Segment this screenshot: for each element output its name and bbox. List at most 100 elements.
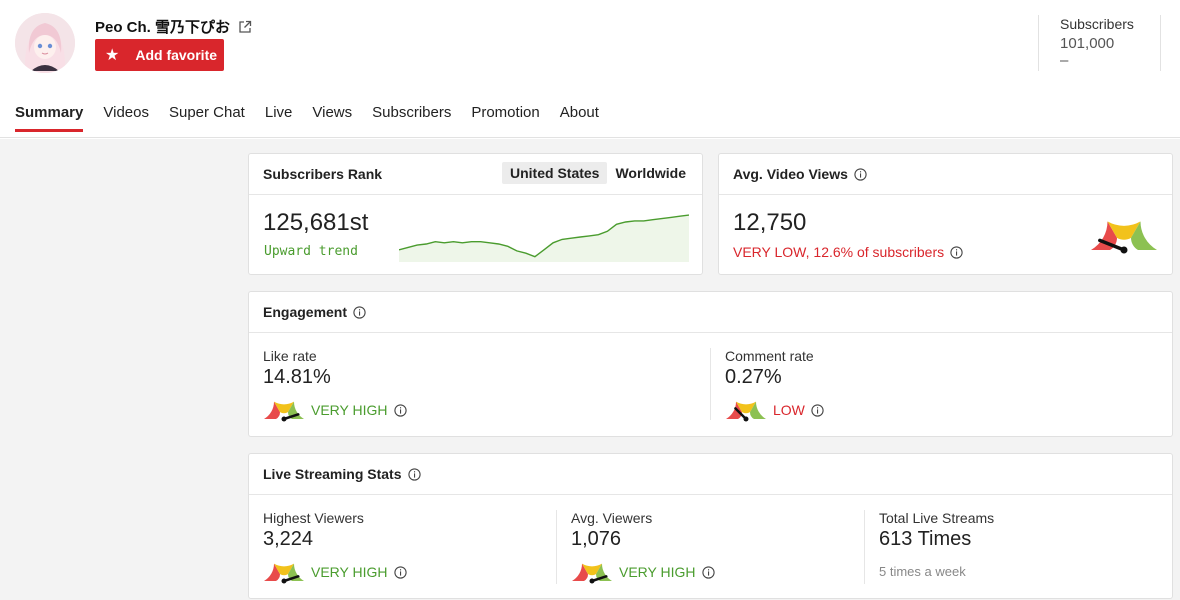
info-icon[interactable] xyxy=(950,245,963,259)
channel-avatar[interactable] xyxy=(15,13,75,73)
live-streaming-stats-header: Live Streaming Stats xyxy=(249,454,1172,495)
gauge-segment xyxy=(750,401,766,419)
engagement-card: Engagement Like rate 14.81% VERY HIGH Co… xyxy=(248,291,1173,437)
gauge-hub xyxy=(589,578,595,584)
comment-rate-label: Comment rate xyxy=(725,348,814,364)
comment-rate-value: 0.27% xyxy=(725,366,782,388)
live-stats-divider xyxy=(864,510,865,584)
subscribers-rank-header: Subscribers Rank United States Worldwide xyxy=(249,154,702,195)
gauge-segment xyxy=(736,401,756,414)
channel-header: Peo Ch. 雪乃下ぴお ★ Add favorite Subscribers… xyxy=(0,0,1180,138)
gauge-segment xyxy=(264,401,280,419)
subscribers-change: – xyxy=(1060,52,1069,69)
total-live-streams-frequency: 5 times a week xyxy=(879,564,966,579)
gauge-needle xyxy=(1098,238,1126,252)
channel-name-text[interactable]: Peo Ch. 雪乃下ぴお xyxy=(95,19,231,36)
avg-viewers-label: Avg. Viewers xyxy=(571,510,653,526)
subscribers-label: Subscribers xyxy=(1060,16,1134,32)
gauge-needle xyxy=(282,575,300,583)
rank-value: 125,681st xyxy=(263,209,369,236)
live-streaming-stats-card: Live Streaming Stats Highest Viewers 3,2… xyxy=(248,453,1173,599)
gauge-segment xyxy=(582,563,602,576)
gauge-hub xyxy=(281,578,287,584)
gauge-segment xyxy=(572,563,588,581)
like-rate-rating-row: VERY HIGH xyxy=(263,398,407,422)
summary-content: Subscribers Rank United States Worldwide… xyxy=(0,139,1180,600)
gauge-needle xyxy=(282,413,300,421)
gauge-hub xyxy=(1120,246,1128,254)
like-rate-rating: VERY HIGH xyxy=(311,402,388,418)
gauge-segment xyxy=(1131,221,1157,250)
gauge-segment xyxy=(726,401,742,419)
info-icon[interactable] xyxy=(701,565,715,579)
add-favorite-button[interactable]: ★ Add favorite xyxy=(95,39,224,71)
avg-video-views-rating: VERY LOW, 12.6% of subscribers xyxy=(733,244,945,260)
gauge-segment xyxy=(1107,221,1141,240)
total-live-streams-value: 613 Times xyxy=(879,528,972,550)
tab-summary[interactable]: Summary xyxy=(15,104,84,132)
nav-tabs: Summary Videos Super Chat Live Views Sub… xyxy=(15,104,599,132)
info-icon[interactable] xyxy=(393,403,407,417)
rank-sparkline-line xyxy=(399,214,689,258)
highest-viewers-rating: VERY HIGH xyxy=(311,564,388,580)
gauge-hub xyxy=(743,416,749,422)
like-rate-gauge xyxy=(264,401,304,422)
engagement-title: Engagement xyxy=(263,304,348,320)
gauge-hub xyxy=(281,416,287,422)
like-rate-label: Like rate xyxy=(263,348,317,364)
star-icon: ★ xyxy=(105,47,120,64)
engagement-header: Engagement xyxy=(249,292,1172,333)
avg-video-views-rating-row: VERY LOW, 12.6% of subscribers xyxy=(733,244,963,260)
avg-video-views-value: 12,750 xyxy=(733,209,807,236)
info-icon[interactable] xyxy=(393,565,407,579)
comment-rate-rating-row: LOW xyxy=(725,398,824,422)
subscribers-rank-card: Subscribers Rank United States Worldwide… xyxy=(248,153,703,275)
avg-video-views-card: Avg. Video Views 12,750 VERY LOW, 12.6% … xyxy=(718,153,1173,275)
gauge-segment xyxy=(596,563,612,581)
like-rate-value: 14.81% xyxy=(263,366,331,388)
highest-viewers-rating-row: VERY HIGH xyxy=(263,560,407,584)
subscribers-rank-title: Subscribers Rank xyxy=(263,166,383,182)
gauge-segment xyxy=(274,401,294,414)
tab-views[interactable]: Views xyxy=(312,104,353,121)
avg-viewers-gauge xyxy=(572,563,612,584)
add-favorite-label: Add favorite xyxy=(135,47,218,63)
region-toggle: United States Worldwide xyxy=(502,162,694,184)
tab-videos[interactable]: Videos xyxy=(103,104,149,121)
region-option-united-states[interactable]: United States xyxy=(502,162,608,184)
avg-video-views-header: Avg. Video Views xyxy=(719,154,1172,195)
highest-viewers-value: 3,224 xyxy=(263,528,314,550)
gauge-segment xyxy=(264,563,280,581)
tab-about[interactable]: About xyxy=(559,104,599,121)
tab-subscribers[interactable]: Subscribers xyxy=(372,104,452,121)
gauge-segment xyxy=(274,563,294,576)
live-stats-divider xyxy=(556,510,557,584)
subscribers-value: 101,000 xyxy=(1060,35,1115,52)
engagement-divider xyxy=(710,348,711,420)
info-icon[interactable] xyxy=(353,305,366,319)
avg-video-views-gauge xyxy=(1091,221,1157,254)
rank-trend: Upward trend xyxy=(264,244,358,259)
comment-rate-gauge xyxy=(726,401,766,422)
highest-viewers-label: Highest Viewers xyxy=(263,510,364,526)
highest-viewers-gauge xyxy=(264,563,304,584)
region-option-worldwide[interactable]: Worldwide xyxy=(615,165,686,181)
gauge-segment xyxy=(288,563,304,581)
tab-live[interactable]: Live xyxy=(264,104,293,121)
total-live-streams-label: Total Live Streams xyxy=(879,510,995,526)
comment-rate-rating: LOW xyxy=(773,402,805,418)
avg-viewers-value: 1,076 xyxy=(571,528,622,550)
info-icon[interactable] xyxy=(407,467,421,481)
tab-super-chat[interactable]: Super Chat xyxy=(168,104,245,121)
channel-name[interactable]: Peo Ch. 雪乃下ぴお xyxy=(95,16,252,37)
info-icon[interactable] xyxy=(811,403,824,417)
external-link-icon[interactable] xyxy=(238,20,252,34)
avg-viewers-rating-row: VERY HIGH xyxy=(571,560,715,584)
rank-sparkline xyxy=(399,214,689,262)
gauge-segment xyxy=(288,401,304,419)
live-streaming-stats-title: Live Streaming Stats xyxy=(263,466,402,482)
tab-promotion[interactable]: Promotion xyxy=(471,104,540,121)
info-icon[interactable] xyxy=(854,167,867,181)
avg-viewers-rating: VERY HIGH xyxy=(619,564,696,580)
subscribers-summary: Subscribers 101,000 – xyxy=(1038,15,1161,71)
